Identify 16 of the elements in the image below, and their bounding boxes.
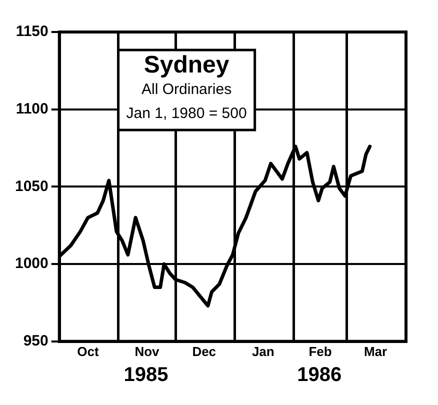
y-tick-label: 1050 bbox=[14, 178, 48, 195]
text: 1985 bbox=[124, 364, 168, 386]
text: 1986 bbox=[297, 364, 342, 386]
y-tick-label: 1000 bbox=[14, 255, 48, 272]
y-tick-label: 950 bbox=[23, 332, 48, 350]
x-tick-label: Mar bbox=[364, 344, 388, 359]
y-tick-label: 1100 bbox=[16, 100, 48, 118]
x-tick-label: Dec bbox=[192, 344, 216, 359]
x-tick-label: Jan bbox=[252, 344, 274, 359]
annotation: Jan 1, 1980 = 500 bbox=[126, 105, 247, 122]
x-tick-label: Feb bbox=[308, 344, 332, 359]
y-tick-label: 1150 bbox=[16, 23, 48, 40]
text: Sydney bbox=[144, 52, 230, 79]
x-tick-label: Oct bbox=[77, 344, 100, 359]
text: All Ordinaries bbox=[142, 81, 232, 98]
x-tick-label: Nov bbox=[134, 344, 160, 359]
